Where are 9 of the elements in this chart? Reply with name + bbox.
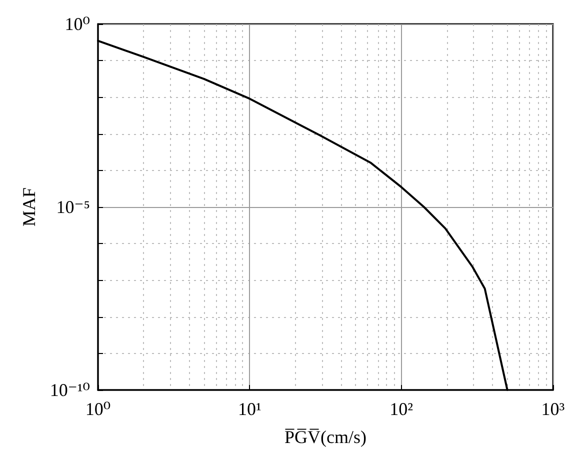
x-axis-title: P̅G̅V̅(cm/s): [284, 427, 366, 447]
x-tick-label: 10¹: [238, 399, 262, 419]
y-tick-label: 10⁻¹⁰: [50, 380, 90, 400]
x-tick-label: 10⁰: [85, 399, 111, 419]
y-axis-title: MAF: [19, 187, 39, 227]
y-tick-label: 10⁰: [64, 14, 90, 34]
x-tick-label: 10³: [541, 399, 566, 419]
x-tick-label: 10²: [390, 399, 414, 419]
y-tick-label: 10⁻⁵: [56, 197, 90, 217]
